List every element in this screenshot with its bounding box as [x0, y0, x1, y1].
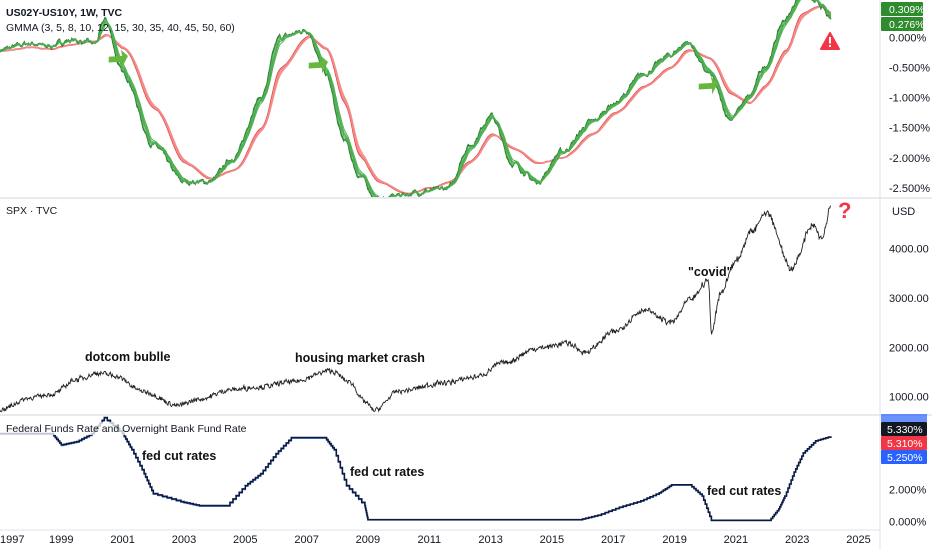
x-tick-label: 2005: [233, 534, 257, 546]
warning-icon: [820, 32, 840, 50]
currency-label[interactable]: USD: [892, 206, 915, 218]
x-tick-label: 2013: [478, 534, 502, 546]
x-tick-label: 2015: [540, 534, 564, 546]
x-tick-label: 2011: [417, 534, 441, 546]
gmma-long-line: [0, 5, 832, 194]
y-tick-label: -0.500%: [889, 63, 930, 75]
fed-value-badge: [881, 422, 927, 436]
gmma-short-line: [0, 0, 832, 197]
pane-fed-funds: 2.000% 0.000% 5.330% 5.310% 5.250% Federal …: [0, 414, 927, 529]
y-tick-label: 2.000%: [889, 485, 927, 497]
y-tick-label: 1000.00: [889, 392, 929, 404]
gmma-short-line: [0, 0, 832, 197]
y-tick-label: -2.000%: [889, 153, 930, 165]
fed-value-badge: [881, 436, 927, 450]
pane-yield-spread: 0.000% -0.500% -1.000% -1.500% -2.000% -2.500…: [0, 0, 930, 197]
yield-pane-title: US02Y-US10Y, 1W, TVC: [6, 7, 123, 19]
x-tick-label: 2007: [294, 534, 318, 546]
arrow-up-icon: [308, 55, 328, 74]
fed-value-badge-text: 5.310%: [887, 438, 923, 450]
fed-value-badge-text: 5.250%: [887, 452, 923, 464]
x-tick-label: 2017: [601, 534, 625, 546]
x-tick-label: 2023: [785, 534, 809, 546]
x-tick-label: 2019: [662, 534, 686, 546]
fed-funds-lines: [0, 416, 832, 522]
x-tick-label: 2003: [172, 534, 196, 546]
spx-pane-title: SPX · TVC: [6, 205, 58, 217]
arrow-up-icon: [698, 76, 718, 95]
fed-badge-partial: [881, 414, 927, 422]
yield-value-badge: [881, 17, 923, 31]
gmma-long-line: [0, 5, 832, 195]
gmma-long-line: [0, 6, 832, 194]
fed-last-value-badges: 5.330% 5.310% 5.250%: [881, 414, 927, 464]
gmma-long-line: [0, 6, 832, 194]
annotation-housing-crash: housing market crash: [295, 351, 425, 365]
y-tick-label: 4000.00: [889, 243, 929, 255]
fed-title-backdrop: [0, 422, 230, 435]
gmma-long-line: [0, 6, 832, 194]
annotation-fed-cut-2008: fed cut rates: [350, 465, 424, 479]
x-tick-label: 2009: [356, 534, 380, 546]
annotation-dotcom: dotcom bublle: [85, 350, 170, 364]
gmma-indicator-label[interactable]: GMMA (3, 5, 8, 10, 12, 15, 30, 35, 40, 4…: [6, 22, 235, 34]
y-tick-label: -1.500%: [889, 123, 930, 135]
pane-spx: 4000.00 3000.00 2000.00 1000.00 SPX · TVC U…: [0, 198, 929, 413]
y-tick-label: -1.000%: [889, 93, 930, 105]
gmma-lines: [0, 0, 832, 197]
y-tick-label: 2000.00: [889, 342, 929, 354]
gmma-long-line: [0, 6, 832, 194]
x-tick-label: 1999: [49, 534, 73, 546]
question-mark-icon: ?: [838, 198, 851, 223]
fed-value-badge: [881, 450, 927, 464]
fed-funds-rate-line: [0, 416, 832, 522]
y-tick-label: 0.000%: [889, 517, 927, 529]
annotation-fed-cut-2020: fed cut rates: [707, 484, 781, 498]
yield-value-badge: [881, 2, 923, 16]
annotation-fed-cut-2001: fed cut rates: [142, 449, 216, 463]
fed-pane-title: Federal Funds Rate and Overnight Bank Fu…: [6, 423, 247, 435]
yield-value-badge-text: 0.309%: [889, 4, 925, 16]
spx-line: [0, 205, 832, 413]
y-tick-label: -2.500%: [889, 183, 930, 195]
x-tick-label: 1997: [0, 534, 24, 546]
spx-price-line: [0, 205, 832, 413]
fed-axis-ticks: 2.000% 0.000%: [889, 485, 927, 529]
yield-value-badge-text: 0.276%: [889, 19, 925, 31]
fed-value-badge-text: 5.330%: [887, 424, 923, 436]
yield-axis-ticks: 0.000% -0.500% -1.000% -1.500% -2.000% -2.500…: [889, 32, 930, 195]
time-axis[interactable]: 1997 1999 2001 2003 2005 2007 2009 2011 2013 2015…: [0, 529, 880, 546]
spx-axis-ticks: 4000.00 3000.00 2000.00 1000.00: [889, 243, 929, 403]
arrow-up-icon: [108, 49, 128, 68]
y-tick-label: 3000.00: [889, 293, 929, 305]
x-tick-label: 2025: [846, 534, 870, 546]
x-tick-label: 2001: [110, 534, 134, 546]
yield-last-value-badges: 0.309% 0.276%: [881, 2, 925, 31]
annotation-covid: "covid": [688, 265, 733, 279]
x-tick-label: 2021: [724, 534, 748, 546]
y-tick-label: 0.000%: [889, 32, 927, 44]
